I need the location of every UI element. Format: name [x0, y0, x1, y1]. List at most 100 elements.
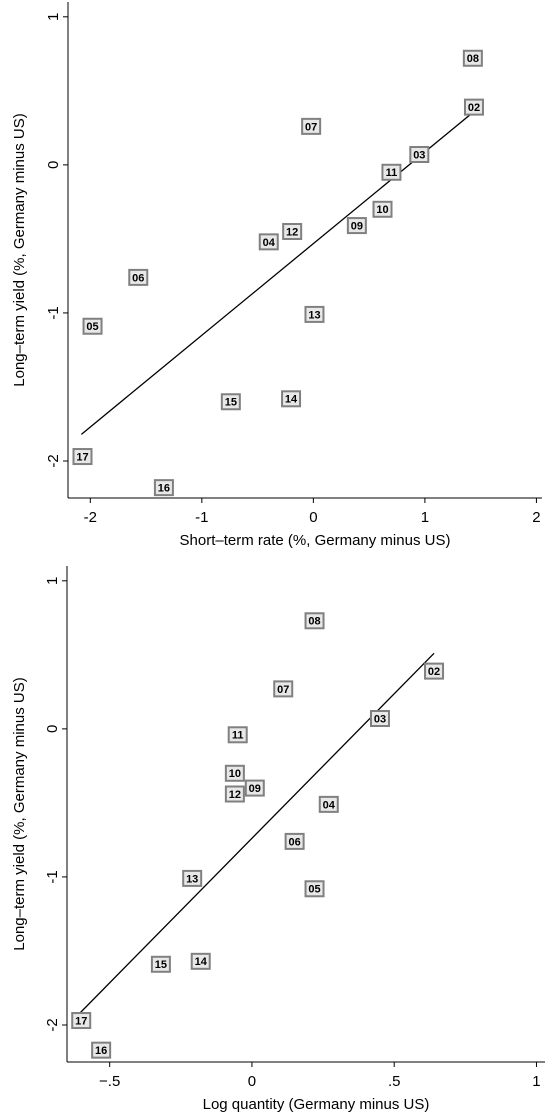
point-marker — [72, 448, 93, 466]
point-marker — [91, 1041, 112, 1059]
y-tick-label: 1 — [44, 577, 61, 585]
point: 15 — [220, 393, 241, 411]
point-label: 16 — [158, 483, 170, 495]
y-tick-label: -2 — [44, 1018, 61, 1031]
point-marker — [301, 117, 322, 135]
x-tick-label: 1 — [532, 1073, 540, 1090]
point-label: 15 — [155, 959, 167, 971]
point-marker — [150, 955, 171, 973]
point-label: 14 — [195, 956, 208, 968]
point-marker — [462, 49, 483, 67]
point: 02 — [424, 662, 445, 680]
point-label: 03 — [374, 713, 386, 725]
x-tick-label: −.5 — [99, 1073, 120, 1090]
point: 14 — [281, 390, 302, 408]
point: 12 — [282, 222, 303, 240]
x-axis-title: Short–term rate (%, Germany minus US) — [180, 532, 451, 549]
y-tick-label: 0 — [45, 161, 62, 169]
point-marker — [281, 390, 302, 408]
point-label: 09 — [351, 220, 363, 232]
point-marker — [190, 952, 211, 970]
point: 09 — [244, 779, 265, 797]
point-marker — [304, 612, 325, 630]
point-marker — [304, 305, 325, 323]
x-tick-label: 2 — [532, 509, 540, 526]
point-marker — [273, 680, 294, 698]
point: 17 — [72, 448, 93, 466]
point: 03 — [409, 146, 430, 164]
x-tick-label: .5 — [388, 1073, 401, 1090]
point-marker — [153, 479, 174, 497]
point: 11 — [381, 163, 402, 181]
point: 06 — [284, 832, 305, 850]
y-axis-title: Long–term yield (%, Germany minus US) — [11, 113, 28, 386]
point-marker — [224, 785, 245, 803]
x-tick-label: 1 — [421, 509, 429, 526]
point-marker — [227, 726, 248, 744]
point: 04 — [318, 795, 339, 813]
point-marker — [128, 268, 149, 286]
point-marker — [424, 662, 445, 680]
y-tick-label: 0 — [44, 725, 61, 733]
point-marker — [224, 764, 245, 782]
point-label: 10 — [229, 768, 241, 780]
point-label: 06 — [288, 836, 300, 848]
point-label: 11 — [232, 730, 244, 742]
point-label: 10 — [376, 204, 388, 216]
point-label: 09 — [249, 783, 261, 795]
point-label: 15 — [225, 397, 237, 409]
point: 06 — [128, 268, 149, 286]
point-marker — [372, 200, 393, 218]
x-tick-label: 0 — [309, 509, 317, 526]
point-label: 12 — [229, 789, 241, 801]
point-label: 13 — [186, 873, 198, 885]
y-tick-label: -1 — [45, 306, 62, 319]
point-label: 17 — [76, 451, 88, 463]
point: 09 — [346, 217, 367, 235]
point: 10 — [224, 764, 245, 782]
point-marker — [304, 880, 325, 898]
x-axis-title: Log quantity (Germany minus US) — [203, 1096, 430, 1113]
point-label: 02 — [468, 102, 480, 114]
y-tick-label: -1 — [44, 870, 61, 883]
point-label: 13 — [308, 309, 320, 321]
point-marker — [318, 795, 339, 813]
point-label: 04 — [263, 237, 276, 249]
point: 12 — [224, 785, 245, 803]
point-label: 17 — [75, 1015, 87, 1027]
point-marker — [220, 393, 241, 411]
point: 13 — [304, 305, 325, 323]
point: 13 — [182, 869, 203, 887]
fit-line — [77, 652, 435, 1016]
point-label: 04 — [323, 799, 336, 811]
point-label: 02 — [428, 666, 440, 678]
point-marker — [463, 98, 484, 116]
point-label: 11 — [386, 167, 398, 179]
point-marker — [381, 163, 402, 181]
point: 05 — [304, 880, 325, 898]
x-tick-label: -1 — [195, 509, 208, 526]
point-marker — [369, 710, 390, 728]
x-tick-label: -2 — [84, 509, 97, 526]
point: 02 — [463, 98, 484, 116]
point: 05 — [82, 317, 103, 335]
point: 08 — [462, 49, 483, 67]
point: 10 — [372, 200, 393, 218]
point: 08 — [304, 612, 325, 630]
point: 03 — [369, 710, 390, 728]
point: 04 — [258, 233, 279, 251]
point-label: 08 — [308, 616, 320, 628]
y-tick-label: 1 — [45, 13, 62, 21]
point: 16 — [91, 1041, 112, 1059]
point-label: 14 — [285, 394, 298, 406]
point-marker — [71, 1012, 92, 1030]
point-label: 16 — [95, 1045, 107, 1057]
point-marker — [409, 146, 430, 164]
point-label: 06 — [132, 272, 144, 284]
point: 11 — [227, 726, 248, 744]
point-label: 07 — [305, 121, 317, 133]
point-marker — [244, 779, 265, 797]
point: 07 — [273, 680, 294, 698]
